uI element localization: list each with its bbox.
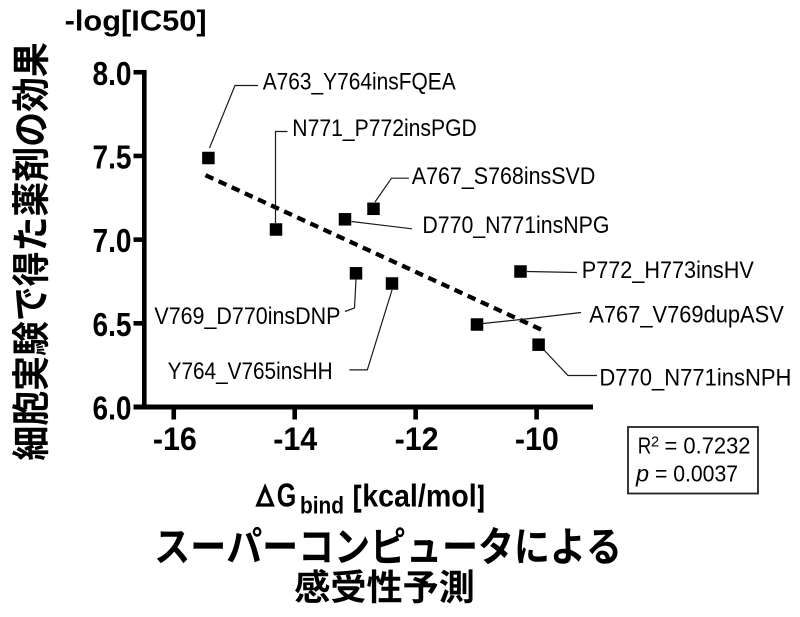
svg-text:D770_N771insNPH: D770_N771insNPH [599, 365, 791, 392]
svg-text:6.5: 6.5 [93, 306, 132, 343]
svg-text:-16: -16 [153, 421, 197, 457]
svg-text:p: p [635, 461, 649, 487]
svg-text:R: R [638, 433, 652, 459]
svg-text:bind: bind [300, 493, 344, 520]
svg-text:-log[IC50]: -log[IC50] [65, 5, 207, 37]
svg-text:7.5: 7.5 [93, 139, 132, 176]
svg-text:2: 2 [651, 435, 659, 451]
svg-text:P772_H773insHV: P772_H773insHV [582, 257, 754, 284]
svg-text:G: G [277, 476, 297, 513]
svg-text:A767_S768insSVD: A767_S768insSVD [412, 163, 596, 190]
svg-text:A767_V769dupASV: A767_V769dupASV [589, 302, 784, 329]
svg-text:7.0: 7.0 [93, 222, 132, 259]
svg-text:V769_D770insDNP: V769_D770insDNP [154, 303, 340, 330]
svg-text:D770_N771insNPG: D770_N771insNPG [422, 212, 609, 239]
svg-text:kcal/mol: kcal/mol [362, 478, 477, 514]
svg-text:= 0.7232: = 0.7232 [665, 433, 751, 459]
svg-text:6.0: 6.0 [93, 390, 132, 427]
svg-text:-12: -12 [395, 421, 439, 457]
svg-text:8.0: 8.0 [93, 55, 132, 92]
svg-text:Y764_V765insHH: Y764_V765insHH [168, 358, 333, 385]
svg-text:-10: -10 [515, 421, 559, 457]
svg-text:N771_P772insPGD: N771_P772insPGD [292, 115, 477, 142]
svg-text:A763_Y764insFQEA: A763_Y764insFQEA [263, 69, 456, 96]
svg-text:-14: -14 [273, 421, 317, 457]
svg-text:= 0.0037: = 0.0037 [655, 461, 738, 487]
